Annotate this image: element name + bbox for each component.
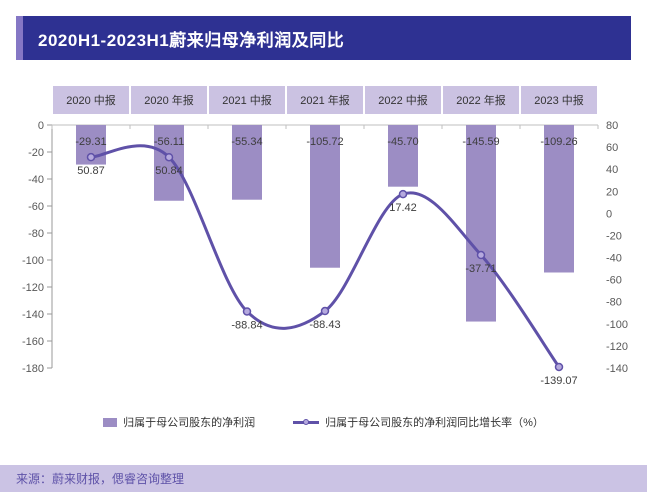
title-accent-stripe: [16, 16, 23, 60]
line-value-label: 50.84: [155, 165, 183, 177]
left-axis-tick-label: -80: [28, 228, 44, 240]
line-marker: [398, 189, 408, 199]
bar-value-label: -109.26: [540, 136, 577, 148]
right-axis-tick-label: 40: [606, 164, 618, 176]
category-header-cell: [443, 86, 519, 114]
page-title: 2020H1-2023H1蔚来归母净利润及同比: [38, 30, 345, 50]
title-bar: 2020H1-2023H1蔚来归母净利润及同比: [16, 16, 631, 60]
legend: 归属于母公司股东的净利润 归属于母公司股东的净利润同比增长率（%）: [0, 414, 647, 430]
right-axis-tick-label: -40: [606, 253, 622, 265]
category-header-cell: [287, 86, 363, 114]
bar: [388, 125, 418, 187]
left-axis-tick-label: -180: [22, 363, 44, 375]
category-label: 2020 中报: [66, 93, 116, 107]
category-header-cell: [521, 86, 597, 114]
line-marker: [320, 306, 330, 316]
right-axis-tick-label: -80: [606, 297, 622, 309]
category-label: 2021 年报: [300, 93, 350, 107]
category-label: 2021 中报: [222, 93, 272, 107]
bar: [310, 125, 340, 268]
legend-item-line: 归属于母公司股东的净利润同比增长率（%）: [293, 414, 544, 430]
left-axis-tick-label: -60: [28, 201, 44, 213]
left-axis-tick-label: -140: [22, 309, 44, 321]
left-axis-tick-label: -120: [22, 282, 44, 294]
line-value-label: -139.07: [540, 375, 577, 387]
right-axis-tick-label: 20: [606, 186, 618, 198]
line-marker: [164, 152, 174, 162]
line-value-label: -88.43: [309, 319, 340, 331]
left-axis-tick-label: -20: [28, 147, 44, 159]
category-label: 2020 年报: [144, 93, 194, 107]
bar-value-label: -55.34: [231, 136, 262, 148]
left-axis-tick-label: -160: [22, 336, 44, 348]
bar-value-label: -145.59: [462, 136, 499, 148]
line-marker: [242, 307, 252, 316]
line-value-label: -37.71: [465, 263, 496, 275]
category-label: 2022 中报: [378, 93, 428, 107]
category-header-cell: [131, 86, 207, 114]
category-header-cell: [365, 86, 441, 114]
right-axis-tick-label: -100: [606, 319, 628, 331]
line-value-label: 50.87: [77, 165, 105, 177]
bar-value-label: -105.72: [306, 136, 343, 148]
line-marker: [554, 362, 564, 372]
left-axis-tick-label: -100: [22, 255, 44, 267]
right-axis-tick-label: -20: [606, 230, 622, 242]
line-value-label: -88.84: [231, 319, 262, 331]
line-legend-swatch-icon: [293, 418, 320, 427]
legend-item-bar: 归属于母公司股东的净利润: [103, 414, 255, 430]
right-axis-tick-label: 60: [606, 142, 618, 154]
right-axis-tick-label: 80: [606, 120, 618, 132]
left-axis-tick-label: -40: [28, 174, 44, 186]
right-axis-tick-label: -60: [606, 275, 622, 287]
bar-value-label: -45.70: [387, 136, 418, 148]
right-axis-tick-label: 0: [606, 208, 612, 220]
category-header-cell: [209, 86, 285, 114]
legend-bar-label: 归属于母公司股东的净利润: [123, 417, 256, 429]
bar-value-label: -56.11: [154, 136, 184, 148]
line-marker: [86, 152, 96, 162]
source-bar: 来源：蔚来财报，偲睿咨询整理: [0, 465, 647, 492]
bar-legend-swatch-icon: [103, 417, 118, 427]
bar: [466, 125, 496, 322]
bar: [232, 125, 262, 200]
bar: [154, 125, 184, 201]
right-axis-tick-label: -140: [606, 363, 628, 375]
line-marker: [476, 250, 486, 260]
bar: [544, 125, 574, 273]
line-value-label: 17.42: [389, 202, 417, 214]
category-header-cell: [53, 86, 129, 114]
left-axis-tick-label: 0: [38, 120, 44, 132]
source-text: 来源：蔚来财报，偲睿咨询整理: [16, 472, 185, 486]
category-label: 2023 中报: [534, 93, 584, 107]
right-axis-tick-label: -120: [606, 341, 628, 353]
legend-line-label: 归属于母公司股东的净利润同比增长率（%）: [325, 417, 544, 429]
category-label: 2022 年报: [456, 93, 506, 107]
bar-value-label: -29.31: [75, 136, 106, 148]
